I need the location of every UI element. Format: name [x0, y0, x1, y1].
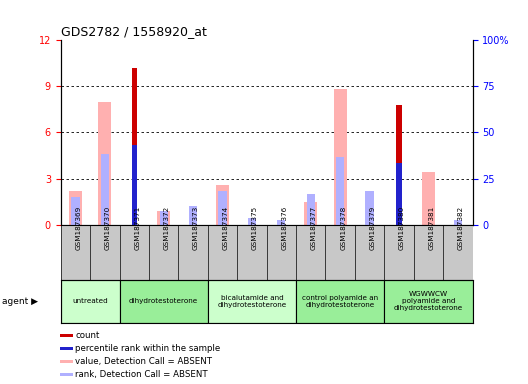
Text: GDS2782 / 1558920_at: GDS2782 / 1558920_at [61, 25, 206, 38]
Bar [60, 373, 73, 376]
Bar [60, 360, 73, 363]
Bar [131, 68, 137, 225]
Bar [384, 280, 473, 323]
Text: GSM187369: GSM187369 [76, 205, 81, 250]
Bar [98, 102, 111, 225]
Bar [219, 191, 227, 225]
Text: WGWWCW
polyamide and
dihydrotestoterone: WGWWCW polyamide and dihydrotestoterone [394, 291, 463, 311]
Bar [119, 280, 208, 323]
Text: bicalutamide and
dihydrotestoterone: bicalutamide and dihydrotestoterone [218, 295, 287, 308]
Bar [334, 89, 347, 225]
Bar [69, 191, 82, 225]
Bar [307, 194, 315, 225]
Text: GSM187372: GSM187372 [164, 205, 169, 250]
Bar [159, 211, 168, 225]
Bar [189, 206, 197, 225]
Bar [454, 220, 462, 225]
Bar [365, 191, 374, 225]
Text: GSM187374: GSM187374 [222, 205, 229, 250]
Bar [248, 218, 256, 225]
Bar [101, 154, 109, 225]
Text: rank, Detection Call = ABSENT: rank, Detection Call = ABSENT [76, 370, 208, 379]
Text: percentile rank within the sample: percentile rank within the sample [76, 344, 221, 353]
Text: dihydrotestoterone: dihydrotestoterone [129, 298, 199, 305]
Bar [157, 211, 171, 225]
Text: untreated: untreated [72, 298, 108, 305]
Text: GSM187375: GSM187375 [252, 205, 258, 250]
Bar [336, 157, 344, 225]
Text: GSM187382: GSM187382 [458, 205, 464, 250]
Bar [397, 105, 402, 225]
Text: GSM187380: GSM187380 [399, 205, 405, 250]
Text: value, Detection Call = ABSENT: value, Detection Call = ABSENT [76, 357, 212, 366]
Bar [422, 172, 435, 225]
Text: GSM187373: GSM187373 [193, 205, 199, 250]
Bar [277, 220, 286, 225]
Bar [216, 185, 229, 225]
Text: GSM187378: GSM187378 [340, 205, 346, 250]
Bar [208, 280, 296, 323]
Text: count: count [76, 331, 100, 340]
Text: GSM187379: GSM187379 [370, 205, 375, 250]
Text: agent ▶: agent ▶ [2, 297, 38, 306]
Text: GSM187381: GSM187381 [428, 205, 435, 250]
Text: GSM187371: GSM187371 [134, 205, 140, 250]
Bar [60, 347, 73, 350]
Text: GSM187370: GSM187370 [105, 205, 111, 250]
Bar [304, 202, 317, 225]
Bar [296, 280, 384, 323]
Bar [71, 197, 80, 225]
Bar [60, 334, 73, 337]
Text: GSM187377: GSM187377 [311, 205, 317, 250]
Text: control polyamide an
dihydrotestoterone: control polyamide an dihydrotestoterone [302, 295, 378, 308]
Bar [131, 145, 137, 225]
Bar [397, 163, 402, 225]
Text: GSM187376: GSM187376 [281, 205, 287, 250]
Bar [61, 280, 119, 323]
